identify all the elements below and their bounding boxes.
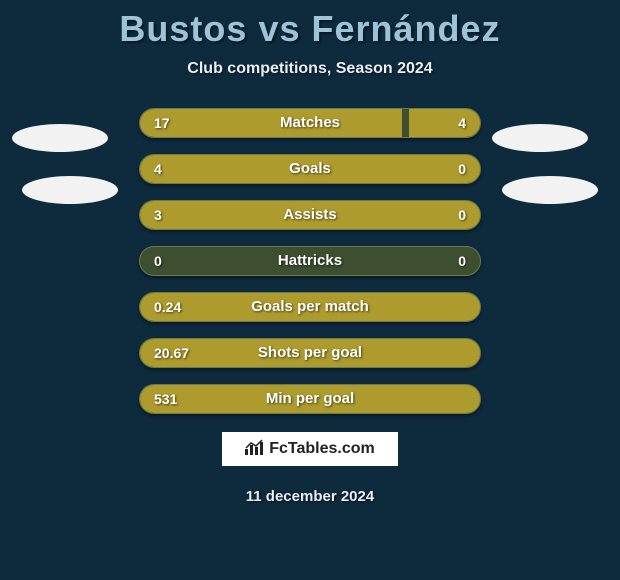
fctables-label: FcTables.com — [269, 440, 375, 458]
stat-label: Shots per goal — [140, 339, 480, 367]
stat-row: Hattricks0 0 — [139, 246, 481, 276]
stat-value-right: 0 — [458, 247, 466, 275]
stat-label: Min per goal — [140, 385, 480, 413]
fctables-icon — [245, 439, 265, 460]
stat-value-left: 0.24 — [154, 293, 181, 321]
player2-name: Fernández — [312, 8, 501, 49]
stat-row: Shots per goal20.67 — [139, 338, 481, 368]
stat-value-left: 0 — [154, 247, 162, 275]
stat-row: Goals per match0.24 — [139, 292, 481, 322]
stat-value-right: 0 — [458, 201, 466, 229]
vs-text: vs — [258, 8, 300, 49]
fctables-watermark: FcTables.com — [220, 430, 400, 468]
stat-value-right: 4 — [458, 109, 466, 137]
stat-value-left: 531 — [154, 385, 177, 413]
stat-value-right: 0 — [458, 155, 466, 183]
stat-label: Goals — [140, 155, 480, 183]
team-logo — [502, 176, 598, 209]
team-logo — [492, 124, 588, 157]
stat-row: Min per goal531 — [139, 384, 481, 414]
subtitle: Club competitions, Season 2024 — [0, 60, 620, 78]
stat-label: Assists — [140, 201, 480, 229]
stat-row: Goals4 0 — [139, 154, 481, 184]
player1-name: Bustos — [119, 8, 247, 49]
stat-row: Assists3 0 — [139, 200, 481, 230]
stat-value-left: 3 — [154, 201, 162, 229]
stat-label: Matches — [140, 109, 480, 137]
stat-row: Matches17 4 — [139, 108, 481, 138]
stat-bars: Matches174Goals40Assists30Hattricks00Goa… — [139, 108, 481, 414]
stat-label: Hattricks — [140, 247, 480, 275]
comparison-title: Bustos vs Fernández — [0, 0, 620, 50]
stat-value-left: 17 — [154, 109, 170, 137]
stat-value-left: 20.67 — [154, 339, 189, 367]
team-logo — [12, 124, 108, 157]
team-logo — [22, 176, 118, 209]
stat-value-left: 4 — [154, 155, 162, 183]
date-label: 11 december 2024 — [0, 488, 620, 505]
stat-label: Goals per match — [140, 293, 480, 321]
